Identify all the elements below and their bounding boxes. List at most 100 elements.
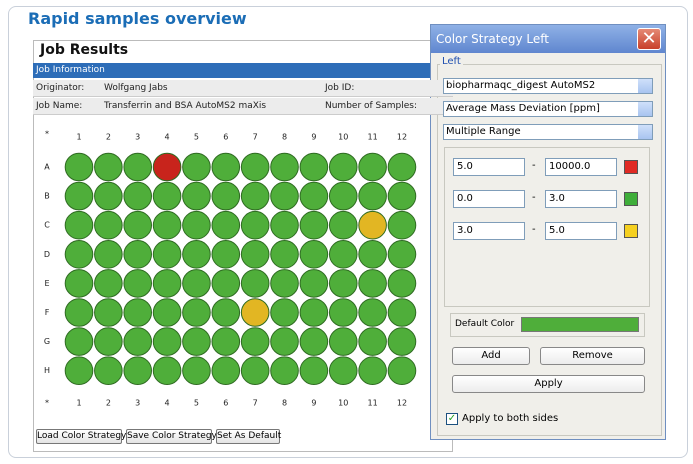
info-cell: Job Name:	[36, 101, 83, 111]
range-color[interactable]	[624, 160, 638, 174]
well	[299, 152, 329, 182]
well	[270, 356, 299, 386]
well	[152, 269, 182, 298]
info-cell: Wolfgang Jabs	[104, 83, 168, 93]
column-label: 6	[223, 398, 228, 407]
column-label: 9	[311, 133, 316, 142]
range-to[interactable]: 3.0	[545, 190, 617, 208]
range-color[interactable]	[624, 192, 638, 206]
column-label: 12	[397, 133, 407, 142]
range-to[interactable]: 5.0	[545, 222, 617, 240]
range-color[interactable]	[624, 224, 638, 238]
range-to[interactable]: 10000.0	[545, 158, 617, 176]
well	[123, 240, 153, 269]
well	[64, 298, 94, 327]
well	[123, 298, 153, 327]
row-label: A	[44, 163, 50, 172]
row-label: C	[44, 221, 50, 230]
well	[152, 327, 182, 356]
info-cell: Transferrin and BSA AutoMS2 maXis	[104, 101, 267, 111]
well	[152, 152, 182, 182]
well	[123, 210, 153, 240]
job-button[interactable]: Load Color Strategy	[36, 429, 126, 444]
column-label: 10	[338, 133, 348, 142]
well	[182, 152, 211, 182]
column-label: 8	[282, 133, 287, 142]
row-label: H	[44, 366, 50, 375]
well	[94, 210, 123, 240]
well	[358, 298, 387, 327]
column-label: 4	[165, 133, 170, 142]
dropdown[interactable]: Multiple Range	[443, 124, 653, 140]
close-button[interactable]: ✕	[637, 28, 661, 50]
panel-title: Job Results	[40, 42, 129, 58]
column-label: 1	[76, 133, 81, 142]
well	[182, 298, 211, 327]
add-button[interactable]: Add	[452, 347, 530, 365]
column-label: 3	[135, 398, 140, 407]
job-button[interactable]: Save Color Strategy	[126, 429, 217, 444]
well	[240, 327, 270, 356]
default-color-swatch[interactable]	[521, 317, 639, 332]
well	[152, 298, 182, 327]
well	[182, 181, 211, 211]
well	[123, 181, 153, 211]
column-label: 9	[311, 398, 316, 407]
row-label: G	[44, 337, 50, 346]
well	[240, 240, 270, 269]
column-label: 2	[106, 398, 111, 407]
well	[182, 210, 211, 240]
well	[211, 327, 241, 356]
default-frame	[450, 313, 645, 337]
well	[358, 152, 387, 182]
range-frame	[444, 147, 650, 307]
dropdown[interactable]: Average Mass Deviation [ppm]	[443, 101, 653, 117]
range-from[interactable]: 0.0	[453, 190, 525, 208]
well	[270, 240, 299, 269]
well	[211, 298, 241, 327]
well	[270, 269, 299, 298]
well	[64, 269, 94, 298]
well	[152, 356, 182, 386]
well	[240, 210, 270, 240]
info-cell: Job ID:	[325, 83, 355, 93]
info-row	[33, 98, 453, 115]
well	[358, 210, 387, 240]
well	[211, 240, 241, 269]
default-color-label: Default Color	[455, 319, 515, 329]
well	[387, 327, 417, 356]
well	[387, 269, 417, 298]
well	[387, 181, 417, 211]
well	[270, 327, 299, 356]
job-button[interactable]: Set As Default	[216, 429, 281, 444]
column-label: 2	[106, 133, 111, 142]
column-label: 7	[253, 398, 258, 407]
well	[240, 152, 270, 182]
page-title: Rapid samples overview	[28, 9, 247, 28]
well	[182, 327, 211, 356]
remove-button[interactable]: Remove	[540, 347, 645, 365]
well	[328, 269, 358, 298]
well	[211, 269, 241, 298]
range-from[interactable]: 3.0	[453, 222, 525, 240]
well	[182, 240, 211, 269]
apply-button[interactable]: Apply	[452, 375, 645, 393]
well	[387, 298, 417, 327]
well	[328, 210, 358, 240]
dropdown[interactable]: biopharmaqc_digest AutoMS2	[443, 78, 653, 94]
well	[240, 356, 270, 386]
well	[299, 240, 329, 269]
checkbox[interactable]: ✓	[446, 413, 458, 425]
well	[270, 298, 299, 327]
section-bar: Job Information	[33, 63, 453, 78]
column-label: 11	[368, 398, 378, 407]
range-from[interactable]: 5.0	[453, 158, 525, 176]
well	[328, 240, 358, 269]
well	[270, 210, 299, 240]
well	[299, 210, 329, 240]
well	[64, 210, 94, 240]
well	[328, 298, 358, 327]
well	[358, 181, 387, 211]
well	[211, 356, 241, 386]
